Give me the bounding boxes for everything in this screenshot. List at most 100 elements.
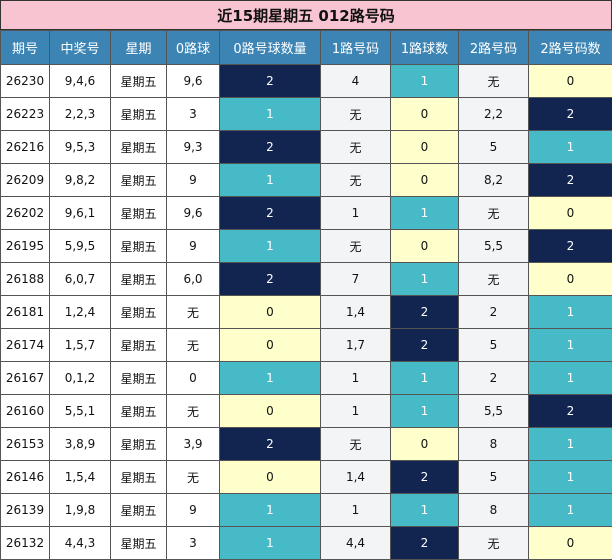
route2-count-cell: 0 (529, 263, 612, 296)
issue-cell: 26174 (1, 329, 50, 362)
route0-count-cell: 1 (220, 362, 321, 395)
route1-count-cell: 1 (391, 263, 459, 296)
route2-count-cell: 2 (529, 230, 612, 263)
header-weekday: 星期 (111, 31, 167, 65)
route0-ball-cell: 无 (167, 296, 220, 329)
route2-count-cell: 0 (529, 527, 612, 560)
route1-count-cell: 0 (391, 164, 459, 197)
route1-count-cell: 1 (391, 494, 459, 527)
route0-ball-cell: 3 (167, 527, 220, 560)
issue-cell: 26139 (1, 494, 50, 527)
route0-count-cell: 0 (220, 395, 321, 428)
route2-numbers-cell: 5 (459, 461, 529, 494)
route2-count-cell: 0 (529, 197, 612, 230)
weekday-cell: 星期五 (111, 395, 167, 428)
winning-number-cell: 1,2,4 (50, 296, 111, 329)
winning-number-cell: 5,5,1 (50, 395, 111, 428)
route0-count-cell: 2 (220, 65, 321, 98)
winning-number-cell: 9,5,3 (50, 131, 111, 164)
weekday-cell: 星期五 (111, 230, 167, 263)
weekday-cell: 星期五 (111, 164, 167, 197)
winning-number-cell: 2,2,3 (50, 98, 111, 131)
route0-count-cell: 0 (220, 296, 321, 329)
route2-numbers-cell: 5,5 (459, 230, 529, 263)
route2-count-cell: 2 (529, 164, 612, 197)
route0-count-cell: 2 (220, 263, 321, 296)
route0-ball-cell: 无 (167, 395, 220, 428)
route2-numbers-cell: 无 (459, 527, 529, 560)
route2-count-cell: 1 (529, 494, 612, 527)
route1-numbers-cell: 1,7 (321, 329, 391, 362)
weekday-cell: 星期五 (111, 494, 167, 527)
route0-ball-cell: 无 (167, 461, 220, 494)
route0-ball-cell: 9,3 (167, 131, 220, 164)
route0-ball-cell: 6,0 (167, 263, 220, 296)
route0-ball-cell: 9,6 (167, 65, 220, 98)
route2-count-cell: 1 (529, 296, 612, 329)
route0-ball-cell: 9 (167, 494, 220, 527)
route2-count-cell: 1 (529, 428, 612, 461)
route2-count-cell: 2 (529, 395, 612, 428)
issue-cell: 26230 (1, 65, 50, 98)
route1-numbers-cell: 4,4 (321, 527, 391, 560)
header-route0-count: 0路号球数量 (220, 31, 321, 65)
route0-count-cell: 1 (220, 98, 321, 131)
route1-numbers-cell: 无 (321, 230, 391, 263)
winning-number-cell: 9,4,6 (50, 65, 111, 98)
route2-numbers-cell: 2 (459, 296, 529, 329)
winning-number-cell: 0,1,2 (50, 362, 111, 395)
route0-count-cell: 1 (220, 230, 321, 263)
weekday-cell: 星期五 (111, 296, 167, 329)
route2-count-cell: 2 (529, 98, 612, 131)
issue-cell: 26209 (1, 164, 50, 197)
winning-number-cell: 4,4,3 (50, 527, 111, 560)
route2-numbers-cell: 无 (459, 197, 529, 230)
route1-count-cell: 2 (391, 461, 459, 494)
route2-numbers-cell: 5 (459, 329, 529, 362)
route1-numbers-cell: 无 (321, 164, 391, 197)
winning-number-cell: 1,5,4 (50, 461, 111, 494)
issue-cell: 26181 (1, 296, 50, 329)
route2-numbers-cell: 8,2 (459, 164, 529, 197)
weekday-cell: 星期五 (111, 263, 167, 296)
header-route1-count: 1路球数 (391, 31, 459, 65)
route0-ball-cell: 无 (167, 329, 220, 362)
route1-numbers-cell: 4 (321, 65, 391, 98)
route1-numbers-cell: 1,4 (321, 461, 391, 494)
header-winning-number: 中奖号 (50, 31, 111, 65)
route2-numbers-cell: 5 (459, 131, 529, 164)
issue-cell: 26132 (1, 527, 50, 560)
route1-numbers-cell: 无 (321, 428, 391, 461)
weekday-cell: 星期五 (111, 65, 167, 98)
route1-numbers-cell: 无 (321, 98, 391, 131)
issue-cell: 26216 (1, 131, 50, 164)
header-route1-numbers: 1路号码 (321, 31, 391, 65)
weekday-cell: 星期五 (111, 98, 167, 131)
route1-count-cell: 2 (391, 527, 459, 560)
route1-count-cell: 1 (391, 395, 459, 428)
route2-count-cell: 1 (529, 461, 612, 494)
header-route2-count: 2路号码数 (529, 31, 612, 65)
route0-ball-cell: 0 (167, 362, 220, 395)
route1-count-cell: 1 (391, 65, 459, 98)
route1-count-cell: 2 (391, 296, 459, 329)
route1-numbers-cell: 1 (321, 494, 391, 527)
route2-numbers-cell: 2,2 (459, 98, 529, 131)
header-route0-ball: 0路球 (167, 31, 220, 65)
route1-count-cell: 2 (391, 329, 459, 362)
route1-count-cell: 0 (391, 230, 459, 263)
route1-count-cell: 0 (391, 428, 459, 461)
route0-count-cell: 1 (220, 164, 321, 197)
route0-ball-cell: 9 (167, 164, 220, 197)
route2-numbers-cell: 8 (459, 428, 529, 461)
